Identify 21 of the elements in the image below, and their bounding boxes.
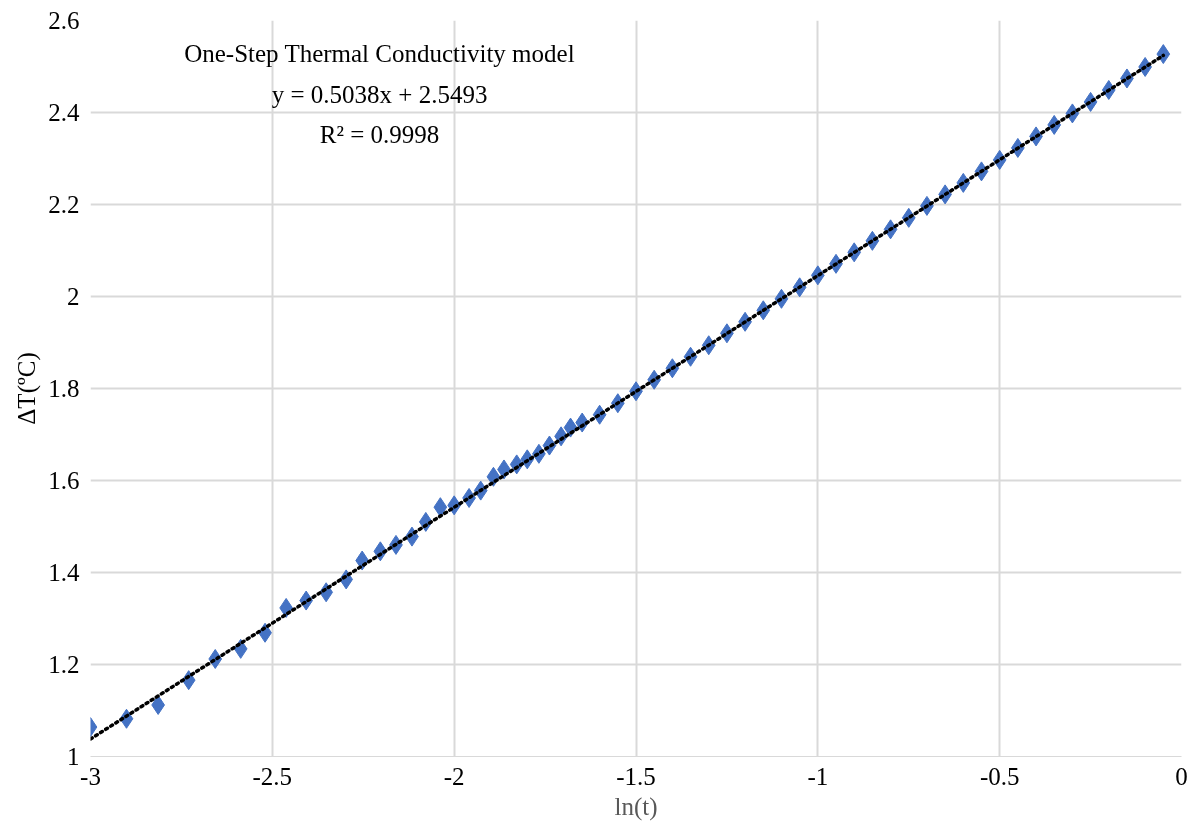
x-axis-title: ln(t) [614,792,658,821]
x-tick-label: -0.5 [979,762,1020,790]
x-tick-label: -1.5 [616,762,656,790]
annotation: One-Step Thermal Conductivity model [184,40,575,68]
annotation: R² = 0.9998 [319,121,440,149]
x-tick-label: -2 [443,762,465,790]
x-tick-label: 0 [1175,762,1188,790]
y-tick-label: 2 [67,283,80,310]
annotation: y = 0.5038x + 2.5493 [271,80,488,108]
y-tick-label: 1.6 [48,467,80,494]
y-axis-title: ΔT(ºC) [13,352,42,425]
y-tick-label: 1.2 [48,651,80,678]
y-tick-label: 2.4 [48,99,80,126]
y-tick-label: 2.2 [48,191,80,218]
y-tick-label: 1 [67,743,80,770]
y-tick-label: 1.4 [48,559,80,586]
x-tick-label: -1 [807,762,829,790]
y-tick-label: 2.6 [48,7,80,34]
x-tick-label: -2.5 [252,762,293,790]
y-tick-label: 1.8 [48,375,80,402]
x-tick-label: -3 [80,762,101,790]
